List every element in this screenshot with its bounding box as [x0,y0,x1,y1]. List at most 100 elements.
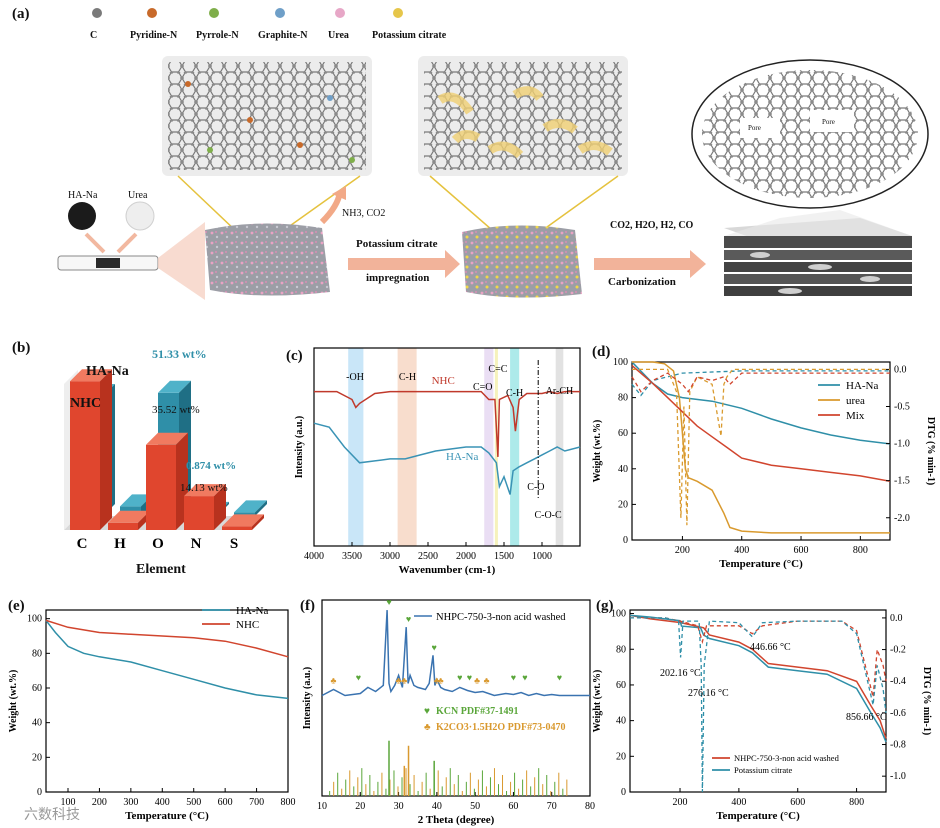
y2-tick-label: 0.0 [894,364,907,375]
x-axis-label: 2 Theta (degree) [418,814,495,826]
panel-g-chart: 200 400 600 800 0 20 40 60 80 100 Temperature (°C)… [592,609,932,822]
y2-tick-label: -0.2 [890,645,906,656]
y-tick-label: 100 [611,609,626,620]
x-tick-label: 30 [394,801,404,812]
y2-tick-label: -0.5 [894,402,910,413]
y-tick-label: 20 [616,751,626,762]
b-annot-n-nhc: 14.13 wt% [180,482,228,494]
y-tick-label: 0 [621,787,626,798]
x-tick-label: 400 [155,797,170,808]
bar-nhc-side-C [100,369,112,530]
y2-tick-label: -2.0 [894,513,910,524]
legend-potassium-citrate: Potassium citrate [372,30,447,41]
ha-na-label: HA-Na [68,190,98,201]
x-axis-label: Temperature (°C) [719,558,803,570]
y-tick-label: 0 [37,787,42,798]
legend-kcn: KCN PDF#37-1491 [436,706,519,717]
x-tick-label: 80 [585,801,595,812]
series-line-nhc [314,390,580,457]
y-tick-label: 40 [32,718,42,729]
kcn-marker: ♥ [432,642,437,652]
x-tick-label: 800 [849,797,864,808]
dtg-line-ha-na-dtg [631,370,890,397]
legend-kcn-marker: ♥ [424,706,430,717]
legend-label-nhc: NHC [236,619,259,631]
y-tick-label: 100 [27,614,42,625]
x-tick-label: 200 [675,545,690,556]
b-series-nhc: NHC [70,396,102,411]
g-annotation: 856.66 °C [846,712,887,723]
b-category-label: S [230,536,238,552]
series-line-ha-na [45,619,289,700]
legend-label-mix: Mix [846,410,865,422]
kcn-marker: ♥ [467,672,472,682]
x-tick-label: 200 [673,797,688,808]
panel-d-label: (d) [592,344,611,360]
x-tick-label: 2000 [456,551,476,562]
y-tick-label: 80 [618,393,628,404]
legend-label-g: Potassium citrate [734,765,793,775]
x-tick-label: 4000 [304,551,324,562]
kcn-marker: ♥ [386,597,391,607]
x-tick-label: 800 [281,797,296,808]
panel-f-label: (f) [300,598,315,614]
panel-a-schematic [57,8,929,300]
dtg-line-nhpc-dtg [630,617,887,698]
kcn-marker: ♥ [457,672,462,682]
bar-nhc-top-H [108,510,150,523]
series-line-mix [631,365,891,483]
bar-hana-S [234,512,255,516]
x-tick-label: 500 [186,797,201,808]
legend-label-g: NHPC-750-3-non acid washed [734,753,840,763]
g-annotation: 446.66 °C [750,642,791,653]
gas-label-2: CO2, H2O, H2, CO [610,220,694,231]
k2co3-marker: ♣ [331,675,337,685]
y-tick-label: 20 [618,499,628,510]
y-tick-label: 40 [616,716,626,727]
bar-hana-side-S [255,500,267,516]
plot-frame [629,609,887,793]
plot-frame [631,361,891,541]
legend-k2co3: K2CO3·1.5H2O PDF#73-0470 [436,722,565,733]
bar-nhc-side-N [214,484,226,530]
bar-nhc-O [146,444,176,530]
y-tick-label: 60 [618,428,628,439]
legend-ball-pyridine [147,8,157,18]
band-label: C=O [473,382,493,393]
x-tick-label: 600 [218,797,233,808]
y-tick-label: 40 [618,464,628,475]
x-tick-label: 2500 [418,551,438,562]
step-impregnation-line2: impregnation [366,272,430,284]
bar-nhc-H [108,522,138,530]
b-xlabel: Element [136,562,186,577]
y-tick-label: 60 [616,680,626,691]
pore-label-1: Pore [748,124,761,132]
series-line-nhpc-750-3-non-acid-washed [629,614,887,739]
gas-label-1: NH3, CO2 [342,208,386,219]
urea-powder [125,201,155,231]
step-carbonization: Carbonization [608,276,676,288]
legend-ball-c [92,8,102,18]
annot-c-o-c: C-O-C [534,510,562,521]
x-axis-label: Temperature (°C) [716,810,800,822]
x-tick-label: 60 [508,801,518,812]
x-tick-label: 3000 [380,551,400,562]
b-category-label: H [114,536,126,552]
x-axis-label: Temperature (°C) [125,810,209,822]
x-tick-label: 400 [731,797,746,808]
panel-b-label: (b) [12,340,31,356]
g-annotation: 276.16 °C [688,688,729,699]
x-tick-label: 100 [61,797,76,808]
y2-tick-label: -1.0 [890,771,906,782]
y-axis-label: Intensity (a.u.) [294,416,305,479]
kcn-marker: ♥ [406,614,411,624]
plot-frame [321,599,591,797]
panel-d-chart: 200 400 600 800 0 20 40 60 80 100 Temperature (°C)… [592,357,936,570]
bar-nhc-top-N [184,484,226,497]
x-tick-label: 70 [547,801,557,812]
series-line-ha-na [313,422,581,495]
series-line-potassium-citrate [629,614,887,743]
pore-label-2: Pore [822,118,835,126]
porous-lattice [702,70,918,198]
